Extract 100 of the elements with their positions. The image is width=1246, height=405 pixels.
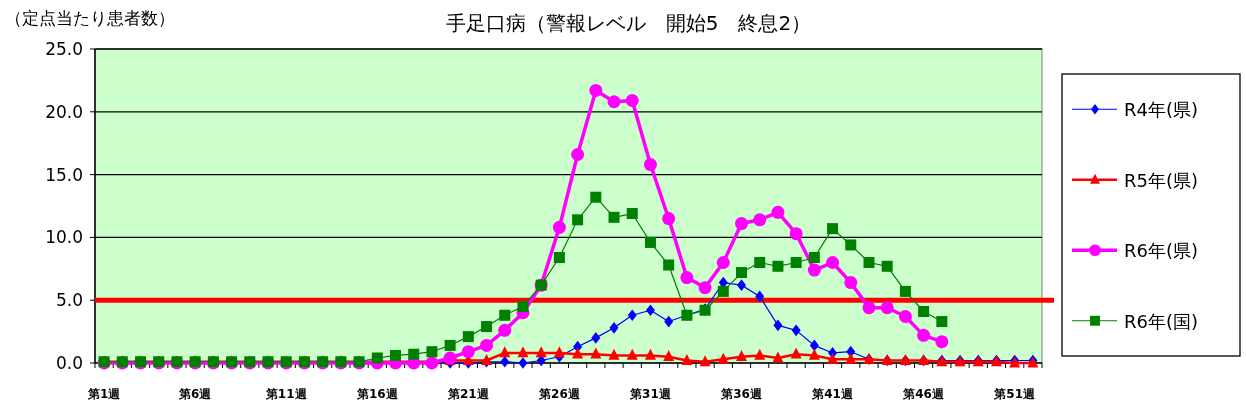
point	[517, 300, 529, 312]
point	[790, 347, 802, 359]
point	[590, 347, 602, 359]
point	[754, 257, 766, 269]
point	[625, 94, 639, 107]
point	[808, 348, 820, 360]
point	[627, 309, 637, 322]
point	[663, 259, 675, 271]
y-tick-label: 10.0	[45, 227, 83, 248]
point	[553, 346, 565, 358]
point	[609, 321, 619, 334]
legend-label: R6年(県)	[1124, 240, 1199, 262]
point	[936, 316, 948, 328]
point	[917, 328, 931, 342]
point	[680, 271, 694, 285]
x-tick-label: 第41週	[811, 387, 854, 401]
point	[881, 260, 893, 272]
point	[572, 214, 584, 226]
point	[645, 304, 655, 317]
point	[935, 335, 949, 349]
y-tick-label: 20.0	[45, 101, 83, 122]
point	[807, 263, 821, 277]
point	[809, 339, 819, 352]
x-tick-label: 第21週	[446, 387, 490, 401]
legend-label: R6年(国)	[1124, 310, 1199, 332]
point	[845, 352, 857, 364]
point	[389, 349, 401, 361]
point	[773, 319, 783, 332]
point	[698, 281, 712, 295]
point	[755, 290, 765, 303]
point	[591, 332, 601, 344]
point	[535, 346, 547, 358]
chart-title: 手足口病（警報レベル 開始5 終息2）	[445, 11, 812, 35]
point	[736, 350, 748, 362]
point	[918, 306, 930, 317]
point	[480, 338, 494, 352]
point	[589, 83, 603, 97]
point	[643, 158, 657, 172]
point	[845, 239, 857, 251]
point	[608, 348, 620, 360]
x-tick-label: 第1週	[86, 387, 122, 401]
point	[826, 256, 840, 270]
point	[681, 353, 693, 365]
x-tick-label: 第6週	[177, 387, 213, 401]
point	[827, 352, 839, 364]
x-tick-label: 第51週	[993, 387, 1037, 401]
point	[517, 346, 529, 358]
point	[498, 323, 512, 337]
point	[863, 257, 875, 269]
point	[898, 310, 912, 324]
point	[607, 95, 621, 109]
point	[626, 348, 638, 360]
point	[462, 331, 474, 343]
point	[590, 191, 602, 203]
x-tick-label: 第31週	[629, 387, 672, 401]
point	[717, 285, 729, 297]
point	[626, 208, 638, 220]
y-tick-label: 5.0	[55, 290, 83, 311]
y-axis-title: （定点当たり患者数）	[5, 8, 175, 28]
y-tick-label: 25.0	[45, 39, 83, 59]
point	[753, 213, 767, 227]
point	[481, 321, 493, 333]
point	[791, 324, 801, 337]
x-tick-label: 第26週	[538, 387, 581, 401]
legend-label: R5年(県)	[1124, 169, 1199, 191]
point	[772, 260, 784, 272]
point	[662, 212, 676, 226]
point	[644, 348, 656, 360]
y-tick-label: 0.0	[55, 353, 83, 373]
point	[571, 148, 585, 161]
point	[461, 345, 475, 359]
point	[735, 217, 749, 231]
point	[699, 355, 711, 367]
point	[790, 257, 802, 269]
x-tick-label: 第11週	[264, 387, 308, 401]
point	[408, 348, 420, 360]
point	[552, 220, 566, 234]
point	[572, 347, 584, 359]
point	[553, 252, 565, 263]
point	[772, 351, 784, 363]
point	[771, 205, 785, 219]
legend-label: R4年(県)	[1124, 99, 1199, 121]
y-tick-label: 15.0	[45, 164, 83, 185]
point	[518, 357, 528, 369]
point	[608, 211, 620, 223]
point	[716, 256, 730, 270]
point	[808, 252, 820, 263]
point	[899, 285, 911, 297]
point	[663, 350, 675, 362]
point	[827, 223, 839, 235]
point	[644, 236, 656, 248]
point	[426, 346, 438, 358]
point	[664, 315, 674, 328]
point	[754, 348, 766, 360]
point	[444, 339, 456, 351]
point	[880, 301, 894, 315]
point	[736, 267, 748, 279]
point	[499, 346, 511, 358]
x-tick-label: 第16週	[355, 387, 399, 401]
point	[844, 276, 858, 290]
